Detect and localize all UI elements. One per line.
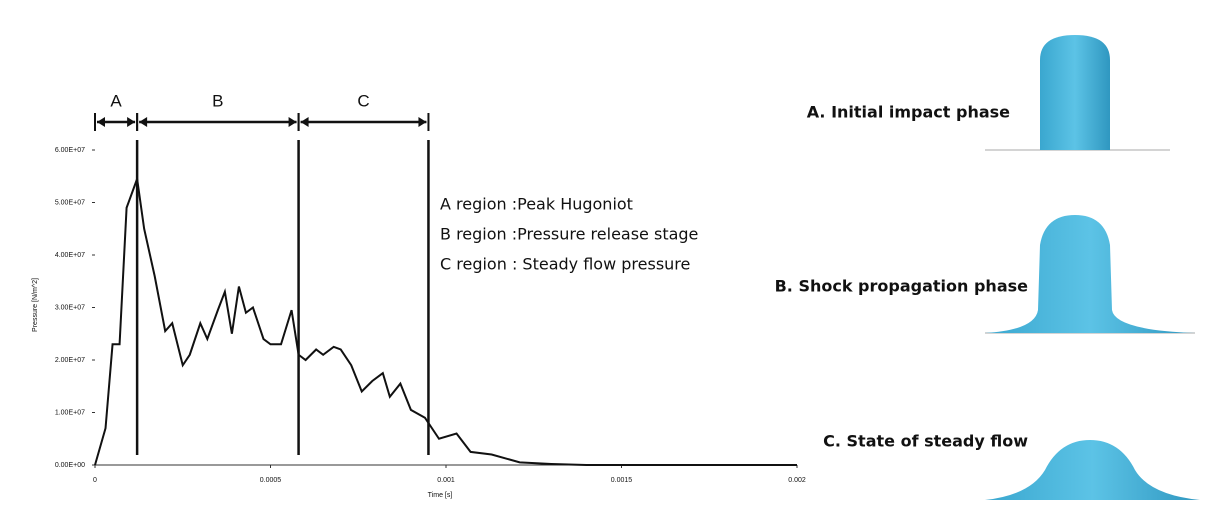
phase-label: C. State of steady flow — [823, 432, 1028, 451]
y-tick-label: 3.00E+07 — [55, 304, 85, 311]
y-tick-label: 2.00E+07 — [55, 357, 85, 364]
x-tick-label: 0.0005 — [260, 477, 282, 484]
y-tick-label: 0.00E+00 — [55, 462, 85, 469]
y-axis-label: Pressure [N/m^2] — [32, 278, 39, 332]
region-label: C — [357, 91, 369, 110]
pressure-line — [95, 179, 797, 465]
dome-b — [985, 215, 1195, 333]
annotation: B region :Pressure release stage — [440, 225, 698, 244]
x-tick-label: 0.001 — [437, 477, 455, 484]
y-tick-label: 4.00E+07 — [55, 252, 85, 259]
x-tick-label: 0.0015 — [611, 477, 633, 484]
region-label: B — [212, 91, 223, 110]
region-label: A — [110, 91, 122, 110]
y-tick-label: 6.00E+07 — [55, 147, 85, 154]
y-tick-label: 1.00E+07 — [55, 409, 85, 416]
x-axis-label: Time [s] — [428, 492, 453, 499]
dome-a — [1040, 35, 1110, 150]
phase-label: A. Initial impact phase — [807, 103, 1010, 122]
y-tick-label: 5.00E+07 — [55, 199, 85, 206]
x-tick-label: 0.002 — [788, 477, 806, 484]
phase-label: B. Shock propagation phase — [775, 277, 1029, 296]
figure: A. Initial impact phase B. Shock propaga… — [0, 0, 1205, 509]
annotation: C region : Steady flow pressure — [440, 255, 690, 274]
x-tick-label: 0 — [93, 477, 97, 484]
annotation: A region :Peak Hugoniot — [440, 195, 633, 214]
